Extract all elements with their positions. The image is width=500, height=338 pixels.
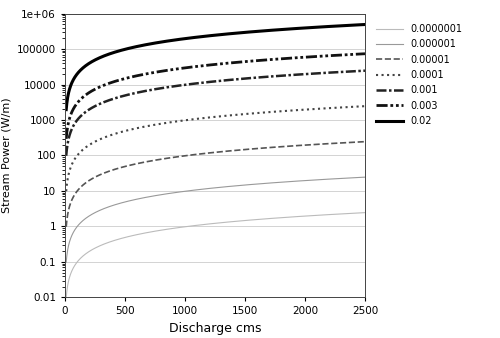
0.000001 bbox=[184, 189, 190, 193]
0.0001 bbox=[302, 107, 308, 112]
0.0000001 bbox=[63, 296, 69, 300]
0.02 bbox=[184, 36, 190, 40]
0.00001 bbox=[268, 145, 274, 149]
0.0000001 bbox=[302, 214, 308, 218]
Y-axis label: Stream Power (W/m): Stream Power (W/m) bbox=[2, 98, 12, 213]
0.001 bbox=[268, 74, 274, 78]
0.00001 bbox=[63, 225, 69, 229]
0.001 bbox=[184, 82, 190, 87]
0.02 bbox=[94, 57, 100, 61]
0.02 bbox=[268, 28, 274, 32]
0.0001 bbox=[195, 117, 201, 121]
0.0000001 bbox=[296, 214, 302, 218]
0.000001 bbox=[63, 260, 69, 264]
Line: 0.000001: 0.000001 bbox=[66, 177, 365, 262]
0.0001 bbox=[268, 110, 274, 114]
0.003 bbox=[362, 52, 368, 56]
0.00001 bbox=[195, 152, 201, 156]
0.001 bbox=[195, 81, 201, 85]
0.000001 bbox=[296, 179, 302, 183]
0.00001 bbox=[94, 174, 100, 178]
Line: 0.00001: 0.00001 bbox=[66, 142, 365, 227]
Legend: 0.0000001, 0.000001, 0.00001, 0.0001, 0.001, 0.003, 0.02: 0.0000001, 0.000001, 0.00001, 0.0001, 0.… bbox=[376, 24, 463, 126]
0.000001 bbox=[362, 175, 368, 179]
0.003 bbox=[184, 66, 190, 70]
0.0000001 bbox=[362, 211, 368, 215]
Line: 0.001: 0.001 bbox=[66, 71, 365, 156]
0.00001 bbox=[296, 143, 302, 147]
0.003 bbox=[268, 57, 274, 62]
0.001 bbox=[302, 72, 308, 76]
0.0001 bbox=[63, 189, 69, 193]
0.000001 bbox=[268, 181, 274, 185]
0.0001 bbox=[362, 104, 368, 108]
0.003 bbox=[195, 64, 201, 68]
Line: 0.003: 0.003 bbox=[66, 54, 365, 139]
0.000001 bbox=[195, 188, 201, 192]
0.001 bbox=[94, 103, 100, 107]
0.001 bbox=[63, 154, 69, 158]
Line: 0.0000001: 0.0000001 bbox=[66, 213, 365, 298]
Line: 0.02: 0.02 bbox=[66, 24, 365, 110]
Line: 0.0001: 0.0001 bbox=[66, 106, 365, 191]
X-axis label: Discharge cms: Discharge cms bbox=[169, 322, 261, 335]
0.0001 bbox=[94, 139, 100, 143]
0.000001 bbox=[302, 178, 308, 183]
0.00001 bbox=[362, 140, 368, 144]
0.0000001 bbox=[94, 245, 100, 249]
0.00001 bbox=[184, 153, 190, 158]
0.003 bbox=[296, 55, 302, 59]
0.0000001 bbox=[184, 224, 190, 228]
0.02 bbox=[362, 22, 368, 26]
0.003 bbox=[302, 55, 308, 59]
0.02 bbox=[296, 26, 302, 30]
0.02 bbox=[63, 107, 69, 112]
0.003 bbox=[94, 86, 100, 90]
0.000001 bbox=[94, 210, 100, 214]
0.0001 bbox=[296, 108, 302, 112]
0.02 bbox=[195, 35, 201, 39]
0.0001 bbox=[184, 118, 190, 122]
0.001 bbox=[362, 69, 368, 73]
0.0000001 bbox=[195, 223, 201, 227]
0.0000001 bbox=[268, 216, 274, 220]
0.02 bbox=[302, 26, 308, 30]
0.001 bbox=[296, 72, 302, 76]
0.00001 bbox=[302, 143, 308, 147]
0.003 bbox=[63, 137, 69, 141]
